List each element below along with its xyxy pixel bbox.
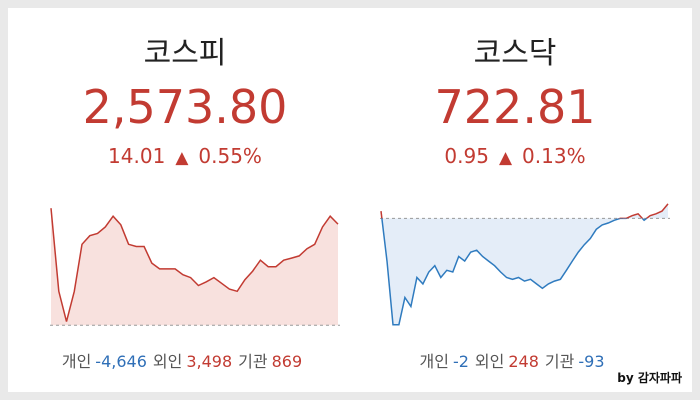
widget: 코스피 2,573.80 14.01 ▲ 0.55% 개인 -4,646 외인 3,498… [8,8,692,392]
investor-value: -2 [452,352,469,371]
investors: 개인 -2 외인 248 기관 -93 [350,348,680,372]
investor-label: 개인 [419,352,449,371]
investor-value: 3,498 [186,352,233,371]
investor-value: -93 [578,352,605,371]
area [381,203,668,325]
investor-label: 기관 [544,352,575,371]
investor-value: 869 [271,352,303,371]
index-change: 14.01 ▲ 0.55% [20,144,350,168]
kospi-panel: 코스피 2,573.80 14.01 ▲ 0.55% 개인 -4,646 외인 3,498… [20,8,350,392]
up-icon: ▲ [498,148,513,168]
sparkline [50,208,340,326]
index-name: 코스닥 [473,36,557,71]
up-icon: ▲ [175,148,189,168]
investor-label: 개인 [61,352,92,371]
change: 14.01 [108,144,166,168]
line-up [380,203,669,219]
index-name: 코스피 [143,36,227,71]
area [51,208,338,326]
index-change: 0.95 ▲ 0.13% [350,144,680,168]
investors: 개인 -4,646 외인 3,498 기관 869 [20,348,350,372]
change: 0.95 [444,144,489,168]
investor-label: 외인 [152,352,183,371]
line [50,208,339,322]
change-pct: 0.55% [198,144,262,168]
index-value: 2,573.80 [82,80,288,134]
investor-value: 248 [508,352,539,371]
investor-label: 외인 [474,352,505,371]
investor-value: -4,646 [95,352,147,371]
watermark: by 감자파파 [617,371,682,385]
sparkline [380,203,670,326]
change-pct: 0.13% [522,144,586,168]
kosdaq-panel: 코스닥 722.81 0.95 ▲ 0.13% 개인 -2 외인 248 기관 -93 [350,8,680,392]
index-value: 722.81 [434,80,596,134]
investor-label: 기관 [238,352,268,371]
line [381,218,648,326]
